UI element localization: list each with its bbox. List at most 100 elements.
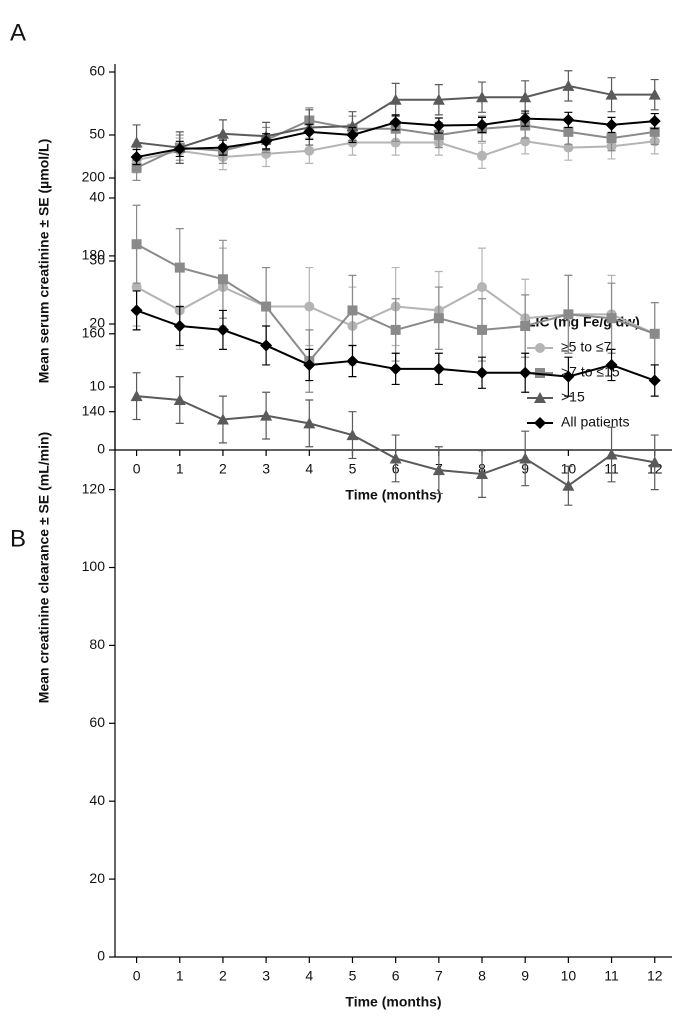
y-tick-label: 40 [89, 792, 105, 808]
data-point [606, 313, 617, 324]
data-point [605, 88, 618, 100]
x-tick-label: 4 [305, 461, 313, 477]
y-tick-label: 20 [89, 870, 105, 886]
data-point [432, 119, 445, 132]
data-point [433, 130, 444, 140]
data-point [648, 374, 661, 387]
y-tick-label: 200 [82, 169, 106, 185]
data-point [477, 324, 488, 335]
y-tick-label: 60 [89, 714, 105, 730]
y-tick-label: 120 [82, 480, 106, 496]
data-point [648, 115, 661, 128]
y-tick-label: 30 [89, 252, 105, 268]
x-tick-label: 12 [647, 968, 663, 984]
y-axis-label: Mean serum creatinine ± SE (µmol/L) [36, 139, 52, 383]
data-point [649, 328, 660, 339]
data-point [519, 366, 532, 379]
data-point [562, 370, 575, 383]
data-point [260, 339, 273, 352]
data-point [477, 282, 488, 293]
x-axis-label: Time (months) [345, 487, 441, 503]
data-point [648, 88, 661, 100]
x-tick-label: 6 [392, 968, 400, 984]
y-tick-label: 140 [82, 402, 106, 418]
data-point [432, 93, 445, 105]
data-point [260, 409, 273, 421]
x-tick-label: 0 [133, 968, 141, 984]
legend-marker [535, 368, 545, 378]
y-tick-label: 10 [89, 378, 105, 394]
data-point [563, 126, 574, 137]
data-point [216, 127, 229, 139]
legend-label: >15 [561, 389, 585, 405]
y-tick-label: 50 [89, 126, 105, 142]
data-point [174, 262, 185, 273]
data-point [303, 358, 316, 371]
data-point [217, 274, 228, 285]
y-tick-label: 0 [97, 441, 105, 457]
data-point [562, 113, 575, 126]
x-tick-label: 4 [305, 968, 313, 984]
y-tick-label: 40 [89, 189, 105, 205]
data-point [346, 129, 359, 141]
data-point [520, 321, 531, 332]
legend-marker [534, 392, 546, 403]
x-tick-label: 1 [176, 461, 184, 477]
data-point [476, 366, 489, 379]
y-tick-label: 180 [82, 247, 106, 263]
x-tick-label: 0 [133, 461, 141, 477]
x-tick-label: 11 [604, 968, 619, 984]
data-point [476, 118, 489, 131]
panel-label: B [10, 525, 26, 552]
x-tick-label: 8 [478, 968, 486, 984]
legend-label: ≥5 to ≤7 [561, 339, 612, 355]
data-point [347, 305, 358, 316]
y-tick-label: 60 [89, 63, 105, 79]
data-point [389, 452, 402, 464]
panel-label: A [10, 19, 26, 46]
data-point [304, 301, 315, 312]
data-point [476, 91, 489, 103]
data-point [260, 135, 273, 148]
y-tick-label: 160 [82, 325, 106, 341]
data-point [648, 456, 661, 468]
data-point [130, 151, 143, 164]
data-point [433, 313, 444, 324]
data-point [476, 468, 489, 480]
data-point [216, 413, 229, 425]
data-point [432, 362, 445, 375]
data-point [346, 120, 359, 132]
x-tick-label: 10 [561, 968, 577, 984]
data-point [173, 142, 186, 155]
legend-marker [535, 343, 545, 353]
data-point [563, 142, 574, 153]
x-tick-label: 9 [521, 968, 529, 984]
data-point [131, 282, 142, 293]
x-axis-label: Time (months) [345, 994, 441, 1010]
data-point [519, 112, 532, 125]
data-point [130, 136, 143, 148]
data-point [131, 162, 142, 173]
y-axis-label: Mean creatinine clearance ± SE (mL/min) [36, 432, 52, 703]
data-point [519, 91, 532, 103]
data-point [563, 309, 574, 320]
data-point [389, 93, 402, 105]
data-point [216, 141, 229, 154]
data-point [261, 148, 272, 159]
legend-label: All patients [561, 414, 629, 430]
data-point [605, 358, 618, 371]
y-tick-label: 80 [89, 636, 105, 652]
data-point [303, 417, 316, 429]
data-point [261, 301, 272, 312]
y-tick-label: 0 [97, 948, 105, 964]
data-point [606, 133, 617, 144]
x-tick-label: 2 [219, 461, 227, 477]
data-point [432, 464, 445, 476]
data-point [519, 452, 532, 464]
data-point [303, 125, 316, 138]
data-point [130, 390, 143, 402]
data-point [520, 136, 531, 147]
y-tick-label: 20 [89, 315, 105, 331]
